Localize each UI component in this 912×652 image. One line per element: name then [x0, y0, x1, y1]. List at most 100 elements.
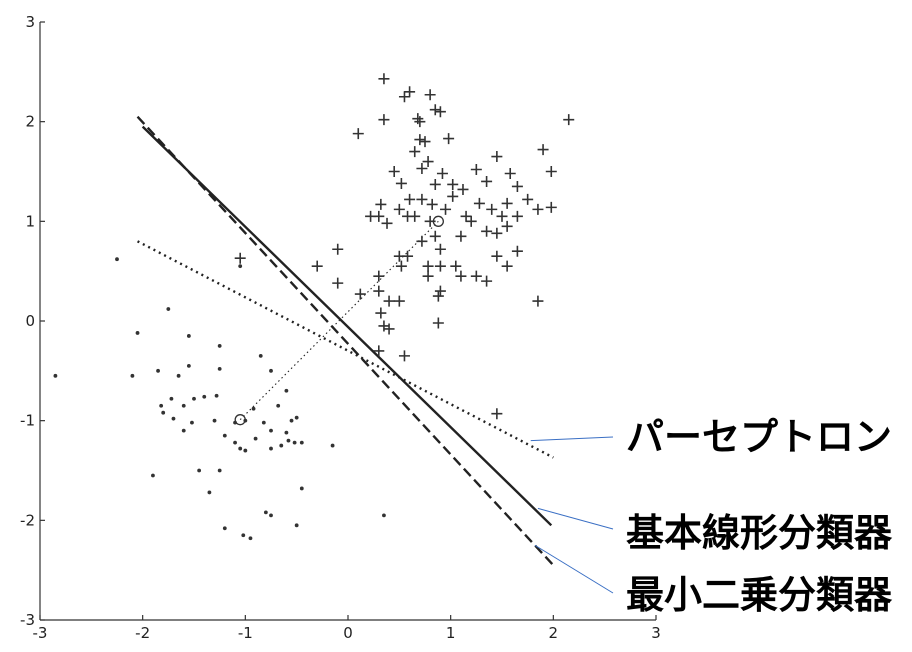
dot-point — [292, 440, 297, 445]
plus-point — [481, 175, 493, 187]
plus-point — [373, 210, 385, 222]
plus-point — [332, 243, 344, 255]
plus-point — [416, 163, 428, 175]
plus-point — [404, 86, 416, 98]
plus-point — [434, 243, 446, 255]
axes: -3 -2 -1 0 1 2 3 -3 -2 -1 0 1 2 3 — [20, 13, 661, 642]
dot-point — [197, 468, 202, 473]
dot-point — [238, 446, 243, 451]
plus-point — [414, 134, 426, 146]
plus-point — [481, 225, 493, 237]
dot-point — [156, 368, 160, 373]
plus-point — [311, 260, 323, 272]
plus-point — [440, 203, 452, 215]
y-tick-label: -1 — [20, 412, 35, 430]
plus-point — [532, 203, 544, 215]
class-mean-circle — [234, 414, 246, 426]
plus-point — [457, 183, 469, 195]
plus-point — [434, 260, 446, 272]
plus-point — [511, 245, 523, 257]
dot-point — [171, 416, 176, 421]
x-tick-label: 0 — [343, 624, 353, 642]
plus-point — [393, 203, 405, 215]
y-tick-label: 3 — [25, 13, 35, 31]
plus-point — [402, 250, 414, 262]
dot-point — [269, 513, 273, 518]
plus-point — [532, 295, 544, 307]
x-tick-label: 3 — [651, 624, 661, 642]
plus-point — [470, 270, 482, 282]
plus-point — [545, 166, 557, 177]
dot-point — [186, 363, 191, 368]
plus-point — [429, 178, 441, 190]
dot-point — [190, 420, 194, 425]
y-tick-label: -3 — [20, 611, 35, 629]
plus-point — [378, 73, 390, 85]
dot-point — [181, 403, 186, 408]
dot-point — [161, 410, 166, 415]
plus-point — [504, 167, 516, 179]
dot-point — [217, 468, 222, 473]
dot-point — [269, 428, 273, 433]
plus-point — [501, 220, 513, 232]
plus-point — [383, 295, 395, 307]
y-tick-label: 2 — [25, 113, 35, 131]
dot-point — [294, 523, 299, 528]
dot-point — [202, 394, 207, 399]
plus-point — [398, 350, 410, 362]
plus-point — [393, 295, 405, 307]
dot-point — [207, 490, 212, 495]
dot-point — [284, 430, 289, 435]
plus-point — [383, 323, 395, 335]
dot-point — [53, 373, 58, 378]
annotation-leader-line — [530, 436, 614, 442]
plus-point — [432, 317, 444, 329]
plus-point — [395, 177, 407, 189]
plus-point — [447, 178, 459, 190]
x-tick-label: -2 — [135, 624, 150, 642]
dot-point — [269, 446, 273, 451]
basic-linear-classifier-line — [141, 125, 553, 527]
plus-point — [416, 193, 428, 205]
plus-point — [422, 260, 434, 272]
plus-point — [373, 270, 385, 282]
dot-point — [181, 428, 186, 433]
dot-point — [115, 257, 119, 262]
dot-point — [299, 486, 304, 491]
plus-point — [486, 203, 498, 215]
dot-point — [276, 403, 281, 408]
dot-point — [151, 473, 155, 478]
plus-point — [436, 167, 448, 179]
plus-point — [434, 285, 446, 297]
x-tick-label: -1 — [238, 624, 253, 642]
plus-point — [404, 193, 416, 205]
dot-point — [289, 418, 294, 423]
plus-point — [412, 113, 424, 125]
dot-point — [169, 396, 174, 401]
dot-point — [222, 526, 227, 531]
class-mean-circle — [432, 215, 444, 227]
dot-point — [382, 513, 386, 518]
plus-point — [378, 114, 390, 126]
dot-point — [284, 388, 289, 393]
dot-point — [135, 331, 140, 335]
x-tick-label: 1 — [446, 624, 456, 642]
plus-point — [398, 91, 410, 103]
plus-point — [422, 156, 434, 168]
plus-point — [563, 114, 575, 126]
dot-point — [233, 440, 237, 445]
annotation-label: 最小二乗分類器 — [626, 573, 893, 617]
perceptron-line — [136, 240, 554, 459]
plus-point — [395, 260, 407, 272]
dot-point — [217, 366, 222, 371]
plus-point — [491, 250, 503, 262]
plus-point — [491, 151, 503, 163]
plus-point — [434, 106, 446, 118]
dot-point — [241, 533, 246, 538]
plus-point — [501, 197, 513, 209]
plus-point — [378, 320, 390, 332]
plus-point — [234, 252, 246, 264]
least-squares-classifier-line — [136, 115, 555, 566]
plus-point — [432, 290, 444, 302]
